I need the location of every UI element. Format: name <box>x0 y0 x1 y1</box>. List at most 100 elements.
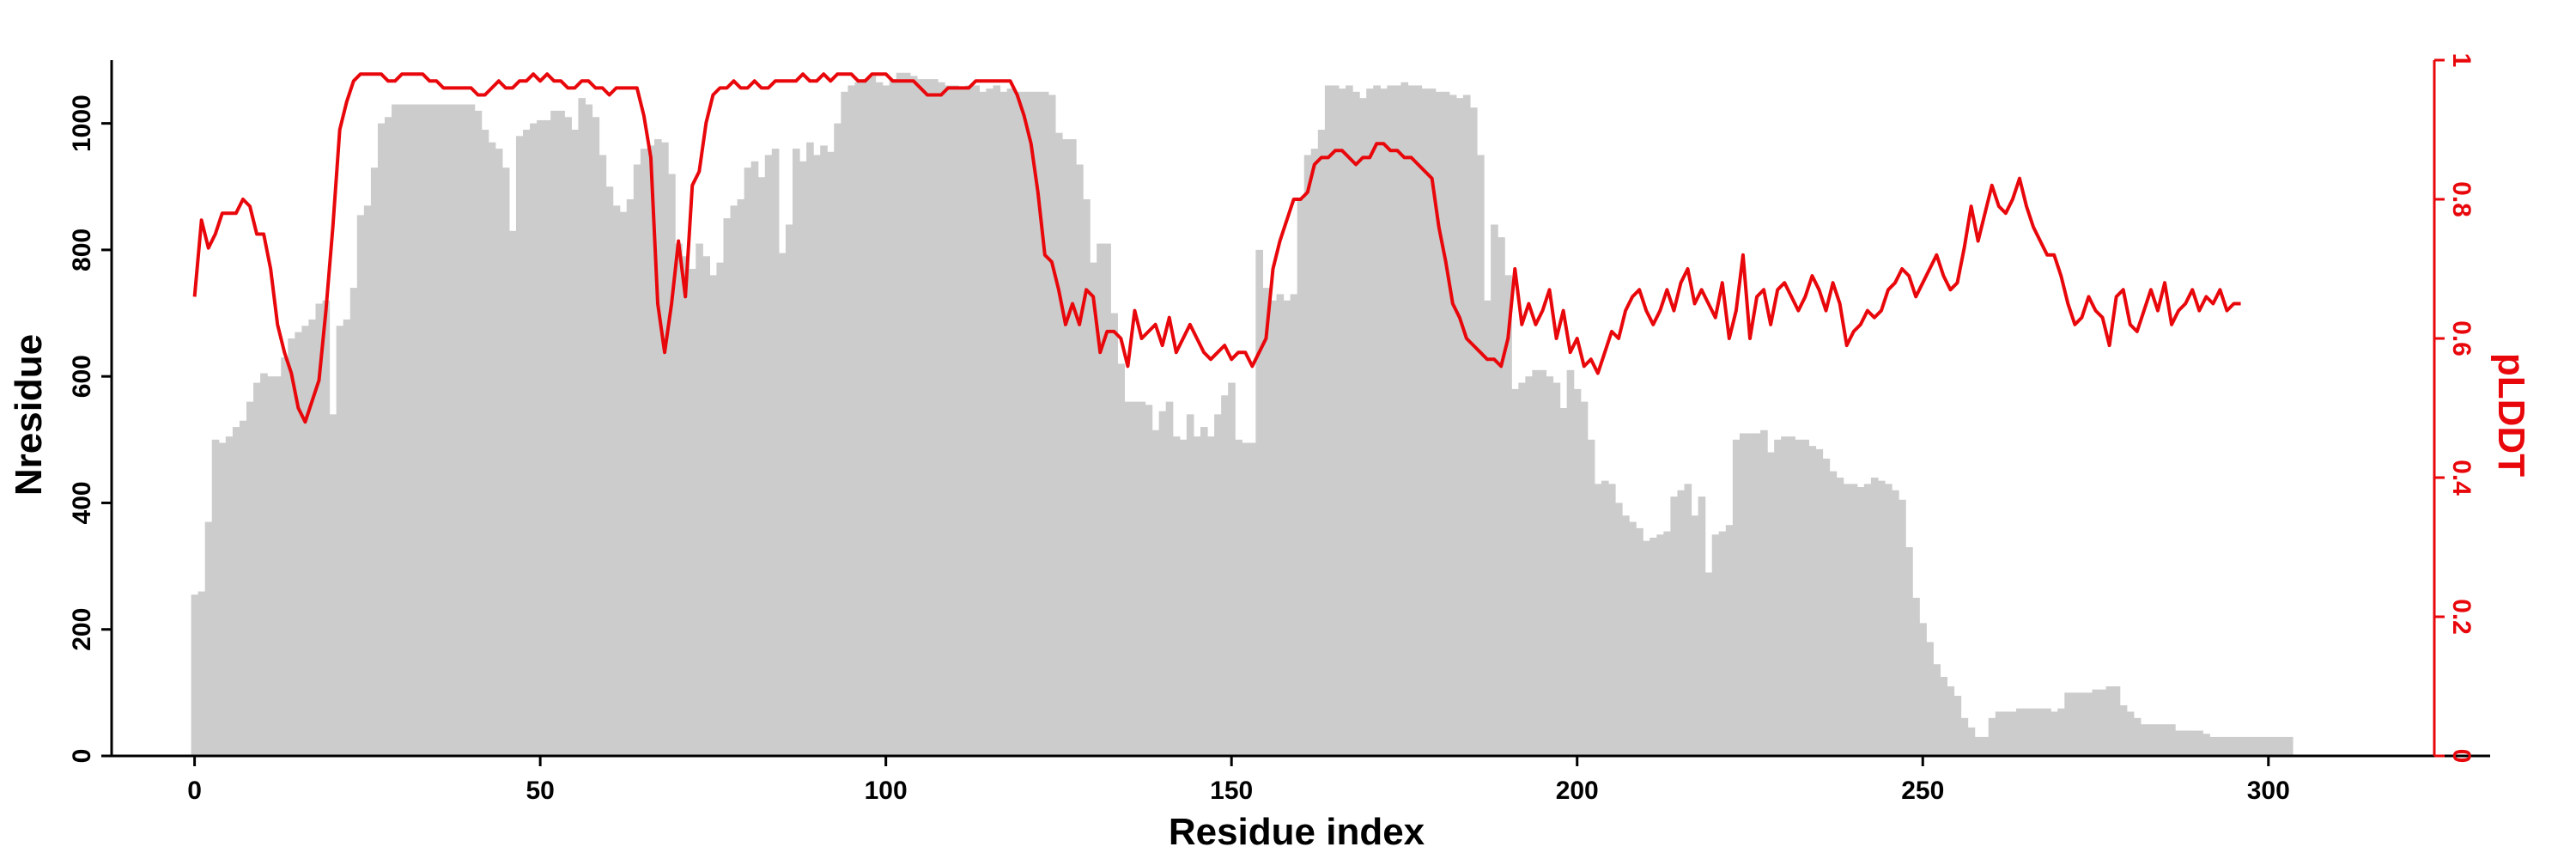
bar <box>2099 689 2107 756</box>
bar <box>1034 91 1042 756</box>
bar <box>1552 382 1561 756</box>
bar <box>1324 85 1333 756</box>
bar <box>2209 736 2218 756</box>
y2-tick-label: 0.4 <box>2447 460 2476 496</box>
bar <box>750 161 759 756</box>
bar <box>343 319 351 756</box>
bar <box>1607 484 1616 756</box>
bar <box>2196 730 2203 756</box>
bar <box>999 91 1008 756</box>
x-tick-label: 300 <box>2247 777 2290 805</box>
x-tick-label: 50 <box>526 777 554 805</box>
bar <box>515 136 524 757</box>
bar <box>1850 484 1858 756</box>
bar <box>460 104 469 757</box>
bar <box>1249 442 1256 756</box>
bar <box>868 76 877 756</box>
bar <box>792 149 800 757</box>
bar <box>696 243 703 756</box>
bar <box>356 215 365 756</box>
bar <box>647 145 655 756</box>
bar <box>2264 736 2273 756</box>
bar <box>1732 439 1741 756</box>
y-axis-title: Nresidue <box>8 334 50 496</box>
bar <box>2237 736 2245 756</box>
bar <box>1124 401 1133 756</box>
bar <box>315 303 324 756</box>
bar <box>1317 130 1326 756</box>
bar <box>1400 82 1409 756</box>
bar <box>578 98 586 757</box>
bar <box>1725 525 1734 756</box>
bar <box>1684 484 1692 756</box>
bar <box>764 155 773 756</box>
bar <box>626 199 635 756</box>
bar <box>467 104 476 757</box>
bar <box>1746 433 1754 756</box>
bar <box>1054 132 1063 756</box>
bar <box>488 142 496 757</box>
bar <box>2154 724 2162 756</box>
bar <box>619 211 628 757</box>
bar <box>813 155 821 756</box>
plddt-line <box>192 72 2241 424</box>
bar <box>1262 288 1271 757</box>
bar <box>2223 736 2232 756</box>
bar <box>564 117 572 756</box>
bar <box>1960 717 1969 756</box>
bar <box>2078 692 2087 756</box>
bar <box>385 117 392 756</box>
bar <box>972 85 980 756</box>
bar <box>612 205 621 757</box>
bar <box>1207 436 1215 756</box>
bar <box>2008 711 2017 756</box>
bar <box>1476 155 1485 756</box>
bar <box>246 401 254 756</box>
y-tick-label: 1000 <box>68 94 96 152</box>
bar <box>1670 497 1679 756</box>
bar <box>1491 224 1498 756</box>
bar <box>329 414 337 756</box>
bar <box>2257 736 2266 756</box>
bar <box>771 149 780 757</box>
bar <box>1656 534 1664 756</box>
bar <box>501 168 510 756</box>
bar <box>433 104 440 757</box>
bar <box>495 149 503 757</box>
bar <box>1815 448 1824 756</box>
bar <box>1221 395 1229 756</box>
bar <box>349 288 358 757</box>
bar <box>1283 300 1291 756</box>
bar <box>882 85 890 756</box>
bar <box>1276 294 1285 756</box>
bar <box>1704 572 1713 756</box>
bar <box>1967 727 1976 756</box>
bar <box>2147 724 2155 756</box>
bar <box>1469 107 1478 757</box>
bar <box>737 199 745 756</box>
bar <box>419 104 427 757</box>
bar <box>301 326 310 756</box>
bar <box>1069 139 1077 757</box>
y-tick-label: 200 <box>68 608 96 651</box>
bar <box>1359 98 1367 757</box>
bar <box>1498 237 1505 756</box>
y-tick-label: 600 <box>68 355 96 398</box>
bar <box>938 82 945 756</box>
bar <box>1767 452 1775 756</box>
bar <box>605 186 614 756</box>
bar <box>1504 275 1512 756</box>
bar <box>2140 724 2148 756</box>
bar <box>1892 490 1899 756</box>
bar <box>2030 708 2038 756</box>
bar <box>2133 717 2142 756</box>
bar <box>481 130 489 756</box>
bar <box>1884 484 1893 756</box>
bar <box>1414 85 1423 756</box>
bar <box>993 85 1001 756</box>
bar <box>474 110 483 756</box>
bar <box>2244 736 2252 756</box>
bar <box>1366 88 1374 756</box>
bar <box>1795 439 1802 756</box>
bar <box>834 123 841 756</box>
